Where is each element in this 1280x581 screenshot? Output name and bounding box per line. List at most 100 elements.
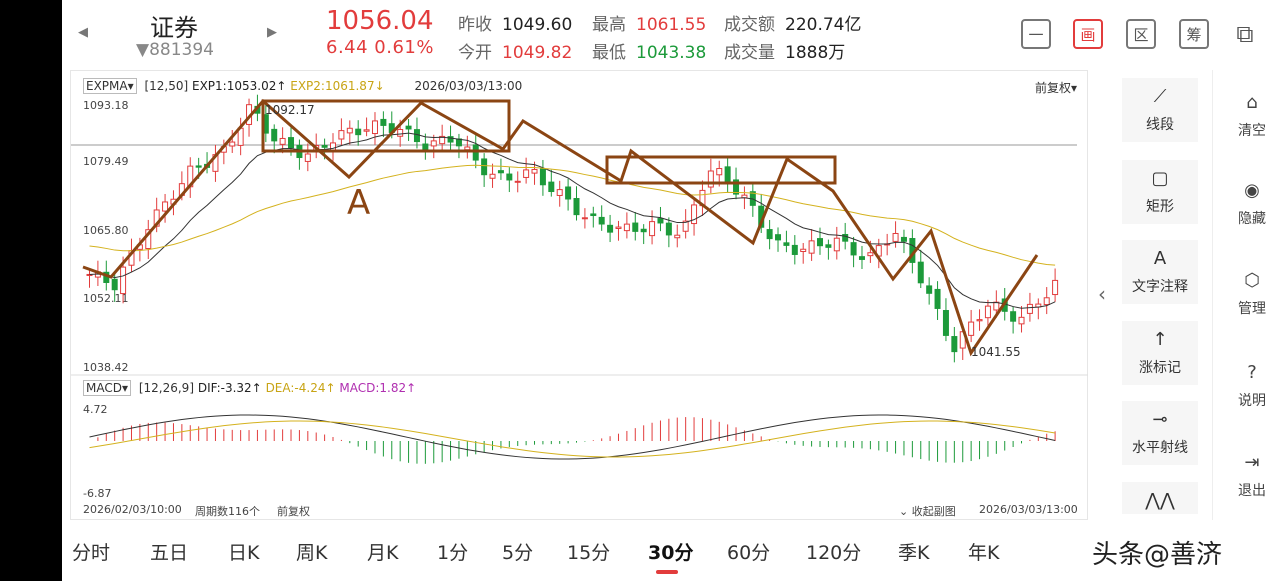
exit-button[interactable]: ⇥ 退出 — [1224, 452, 1280, 500]
candle-body — [321, 145, 328, 148]
candle-body — [271, 128, 278, 142]
period-tab[interactable]: 1分 — [437, 542, 469, 564]
candle-body — [951, 336, 958, 353]
kline-chart-panel[interactable]: EXPMA▾ [12,50] EXP1:1053.02↑ EXP2:1061.8… — [70, 70, 1089, 520]
candle-body — [892, 232, 899, 242]
candle-body — [674, 234, 681, 239]
collapse-panel-icon[interactable]: ‹ — [1098, 282, 1106, 306]
hide-button[interactable]: ◉ 隐藏 — [1224, 180, 1280, 228]
candle-body — [497, 170, 504, 174]
candle-body — [330, 142, 336, 151]
candle-body — [338, 130, 345, 140]
candle-body — [850, 242, 857, 256]
candle-body — [380, 118, 387, 126]
candle-body — [800, 248, 807, 252]
quote-prev-close: 昨收 1049.60 — [458, 15, 573, 35]
candle-body — [506, 173, 513, 181]
candle-body — [867, 252, 874, 257]
candle-body — [304, 153, 311, 162]
candle-body — [926, 285, 933, 294]
range-tool-button[interactable]: 区 — [1126, 19, 1156, 49]
period-tab[interactable]: 15分 — [567, 542, 611, 564]
horizontal-ray-icon: ⊸ — [1152, 409, 1168, 430]
candle-body — [657, 218, 664, 224]
low-label: 1041.55 — [971, 345, 1021, 359]
minus-tool-button[interactable]: 一 — [1021, 19, 1051, 49]
candle-body — [355, 128, 362, 136]
macd-indicator-row: MACD▾ [12,26,9] DIF:-3.32↑ DEA:-4.24↑ MA… — [83, 380, 416, 396]
candle-body — [439, 135, 446, 145]
next-stock-icon[interactable]: ▶ — [267, 25, 277, 40]
rise-mark-button[interactable]: ↑ 涨标记 — [1122, 321, 1198, 385]
period-tab[interactable]: 分时 — [72, 542, 111, 564]
candle-body — [917, 261, 924, 284]
period-tab[interactable]: 年K — [968, 542, 1000, 564]
chips-tool-button[interactable]: 筹 — [1179, 19, 1209, 49]
period-tab[interactable]: 5分 — [502, 542, 534, 564]
rectangle-button[interactable]: ▢ 矩形 — [1122, 160, 1198, 224]
watermark: 头条@善济 — [1092, 540, 1223, 570]
candle-body — [111, 278, 118, 291]
candle-body — [808, 240, 815, 254]
divider — [1212, 70, 1213, 520]
candle-body — [1018, 316, 1025, 325]
line-segment-button[interactable]: ⟋ 线段 — [1122, 78, 1198, 142]
period-tab[interactable]: 120分 — [806, 542, 862, 564]
period-tab[interactable]: 30分 — [648, 542, 694, 564]
annotation-a[interactable]: A — [347, 183, 371, 223]
prev-stock-icon[interactable]: ◀ — [78, 25, 88, 40]
y-label: 1093.18 — [83, 99, 129, 112]
period-tab[interactable]: 季K — [898, 542, 930, 564]
candle-body — [371, 120, 378, 135]
candle-body — [422, 143, 429, 151]
macd-selector[interactable]: MACD▾ — [83, 380, 131, 396]
broom-icon: ⌂ — [1246, 92, 1258, 113]
quote-turnover: 成交额 220.74亿 — [724, 15, 862, 35]
period-tab[interactable]: 日K — [228, 542, 260, 564]
clear-button[interactable]: ⌂ 清空 — [1224, 92, 1280, 140]
end-time: 2026/03/03/13:00 — [979, 503, 1078, 516]
window-switch-icon[interactable]: ⧉ — [1236, 20, 1254, 48]
consolidation-box — [605, 155, 837, 185]
draw-tool-button[interactable]: 画 — [1073, 19, 1103, 49]
pattern-icon: ⋀⋀ — [1145, 490, 1175, 511]
candle-body — [833, 237, 840, 252]
candle-body — [649, 221, 656, 237]
expma-selector[interactable]: EXPMA▾ — [83, 78, 137, 94]
text-annotation-button[interactable]: A 文字注释 — [1122, 240, 1198, 304]
candle-body — [447, 136, 454, 143]
candle-body — [598, 216, 605, 225]
period-count: 周期数116个 — [195, 505, 260, 518]
exp2-value: EXP2:1061.87↓ — [290, 79, 385, 93]
period-tab[interactable]: 周K — [296, 542, 328, 564]
price-change: 6.44 0.61% — [326, 37, 434, 58]
manage-button[interactable]: ⬡ 管理 — [1224, 270, 1280, 318]
high-label: 1092.17 — [265, 103, 315, 117]
line-segment-icon: ⟋ — [1153, 86, 1167, 107]
help-icon: ? — [1247, 362, 1257, 383]
candle-body — [607, 224, 614, 233]
candle-body — [464, 146, 471, 151]
help-button[interactable]: ? 说明 — [1224, 362, 1280, 410]
quote-low: 最低 1043.38 — [592, 43, 707, 63]
horizontal-ray-button[interactable]: ⊸ 水平射线 — [1122, 401, 1198, 465]
exp1-value: EXP1:1053.02↑ — [192, 79, 287, 93]
period-tab[interactable]: 月K — [367, 542, 399, 564]
exit-icon: ⇥ — [1244, 452, 1260, 473]
candle-body — [1043, 297, 1050, 306]
candle-body — [1052, 279, 1059, 296]
candle-body — [279, 137, 286, 145]
candle-body — [413, 129, 420, 143]
quote-high: 最高 1061.55 — [592, 15, 707, 35]
period-tab[interactable]: 五日 — [150, 542, 189, 564]
last-price: 1056.04 — [326, 6, 434, 36]
more-tools-button[interactable]: ⋀⋀ — [1122, 482, 1198, 514]
candle-body — [229, 141, 236, 147]
candle-body — [120, 266, 127, 295]
kline-svg — [71, 94, 1089, 464]
adjust-selector[interactable]: 前复权▾ — [1034, 81, 1077, 95]
stock-code[interactable]: ▼881394 — [136, 40, 214, 60]
period-tab[interactable]: 60分 — [727, 542, 771, 564]
collapse-subchart-button[interactable]: ⌄ 收起副图 — [899, 505, 956, 518]
candle-body — [817, 238, 823, 247]
